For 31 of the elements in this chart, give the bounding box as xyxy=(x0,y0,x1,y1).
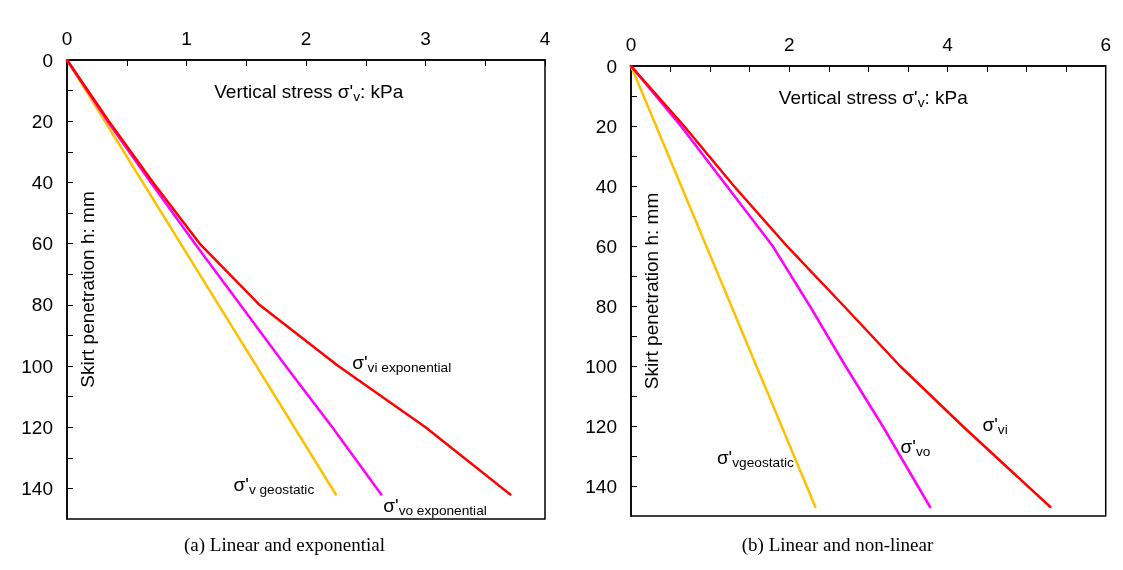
y-tick-label: 140 xyxy=(21,477,53,499)
x-tick-label: 1 xyxy=(181,28,192,49)
text: (a) Linear and exponential xyxy=(184,534,385,556)
line-series xyxy=(629,64,1052,509)
y-tick-label: 100 xyxy=(585,355,617,377)
y-tick-label: 60 xyxy=(31,233,53,255)
y-axis-title: Skirt penetration h: mm xyxy=(77,191,98,388)
x-tick-label: 4 xyxy=(539,28,551,49)
y-axis-title: Skirt penetration h: mm xyxy=(641,192,662,390)
x-tick-label: 0 xyxy=(625,34,637,55)
text: (b) Linear and non-linear xyxy=(741,534,934,556)
y-tick-label: 40 xyxy=(31,171,53,193)
x-tick-label: 3 xyxy=(420,28,431,49)
y-tick-label: 20 xyxy=(595,115,617,137)
x-tick-label: 4 xyxy=(942,34,954,55)
y-tick-label: 120 xyxy=(21,416,53,438)
y-tick-label: 140 xyxy=(585,475,617,497)
x-tick-label: 2 xyxy=(300,28,312,49)
x-tick-label: 6 xyxy=(1100,34,1112,55)
y-tick-label: 120 xyxy=(585,415,617,437)
y-tick-label: 100 xyxy=(21,355,53,377)
y-tick-label: 60 xyxy=(595,235,617,257)
y-tick-label: 0 xyxy=(606,55,617,77)
y-tick-label: 80 xyxy=(595,295,617,317)
line-series xyxy=(65,58,512,496)
x-tick-label: 2 xyxy=(783,34,795,55)
y-tick-label: 80 xyxy=(31,294,53,316)
x-tick-label: 0 xyxy=(61,28,73,49)
y-tick-label: 20 xyxy=(31,110,53,132)
y-tick-label: 40 xyxy=(595,175,617,197)
y-tick-label: 0 xyxy=(42,49,53,71)
